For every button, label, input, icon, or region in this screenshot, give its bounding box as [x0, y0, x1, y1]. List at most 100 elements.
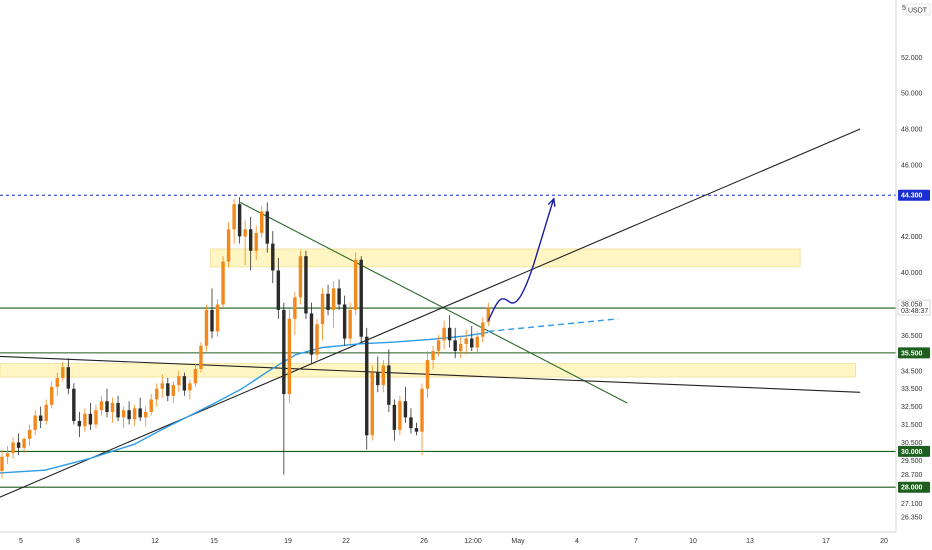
time-tick-label: May — [511, 538, 525, 545]
time-tick-label: 26 — [420, 538, 428, 545]
candle-body — [237, 204, 242, 237]
candle-body — [293, 297, 297, 319]
price-tick-label: 29.500 — [901, 458, 923, 465]
candle-body — [337, 288, 341, 305]
price-tick-label: 33.500 — [901, 386, 923, 393]
candle-body — [475, 336, 479, 348]
price-tick-label: 34.500 — [901, 368, 923, 375]
price-tag-box — [898, 445, 930, 457]
price-axis-background — [896, 0, 932, 550]
candle-body — [66, 367, 71, 389]
candle-body — [326, 293, 330, 310]
candle-body — [398, 401, 402, 430]
candle-body — [22, 438, 26, 448]
projection-dashed-line — [488, 318, 619, 333]
candle-body — [403, 401, 408, 418]
candle-body — [143, 411, 148, 418]
candle-body — [243, 229, 247, 237]
candle-body — [486, 307, 491, 323]
time-tick-label: 8 — [76, 538, 80, 545]
candle-body — [254, 232, 258, 251]
horizontal-levels — [0, 194, 896, 488]
candle-body — [381, 365, 386, 386]
candle-body — [276, 270, 281, 310]
candle-body — [442, 327, 446, 341]
candle-body — [370, 372, 374, 436]
time-tick-label: 7 — [634, 538, 638, 545]
candle-body — [282, 309, 286, 395]
candle-body — [392, 404, 397, 430]
candle-body — [33, 415, 37, 430]
time-tick-label: 4 — [575, 538, 579, 545]
candle-body — [132, 408, 137, 420]
forecast-arrow-head — [547, 197, 556, 207]
candle-body — [464, 338, 468, 344]
price-tick-label: 26.350 — [901, 514, 923, 521]
candle-body — [342, 304, 347, 339]
candle-body — [431, 351, 435, 361]
price-tick-label: 50.000 — [901, 91, 923, 98]
zone-1 — [210, 248, 801, 268]
trendlines — [0, 128, 861, 498]
time-axis-background — [0, 532, 896, 550]
candle-body — [204, 309, 209, 346]
candle-body — [155, 388, 159, 400]
price-axis[interactable]: 5 USDT 52.000 50.000 48.000 46.000 42.000 40.00… — [895, 0, 932, 550]
candle-body — [166, 383, 170, 396]
trendline-descending-resistance — [239, 201, 628, 404]
price-tick-label: 46.000 — [901, 162, 923, 169]
ma-line — [0, 331, 489, 474]
candle-body — [425, 360, 430, 389]
time-tick-label: 10 — [689, 538, 697, 545]
candle-body — [387, 365, 391, 405]
price-tag-label: 28.000 — [901, 485, 923, 492]
candlesticks — [0, 197, 491, 479]
candle-body — [436, 340, 441, 352]
time-axis[interactable]: 5 8 12 15 19 22 26 12:00 May 4 7 10 13 17 20 — [0, 531, 896, 550]
candle-body — [348, 309, 352, 339]
candle-body — [221, 261, 225, 305]
candle-body — [182, 376, 187, 391]
candle-body — [409, 417, 413, 429]
candle-body — [83, 413, 87, 427]
candle-body — [420, 388, 424, 432]
candle-body — [99, 401, 104, 411]
price-tag-box — [898, 189, 930, 201]
candle-body — [149, 399, 153, 412]
price-tag-label: 44.300 — [901, 193, 923, 200]
price-tag-box — [898, 347, 930, 359]
candle-body — [265, 211, 269, 244]
candle-body — [171, 385, 176, 396]
candle-body — [72, 388, 76, 421]
price-tag-label: 30.000 — [901, 449, 923, 456]
candle-body — [193, 368, 198, 384]
candle-body — [160, 383, 164, 389]
candle-body — [61, 367, 65, 378]
candle-body — [414, 428, 419, 432]
candle-body — [232, 204, 236, 230]
time-tick-label: 13 — [746, 538, 754, 545]
trendline-long-descending — [0, 355, 861, 393]
minor-price-label: 36.500 — [901, 333, 923, 340]
candle-body — [38, 415, 43, 421]
candle-body — [27, 429, 32, 439]
candle-body — [271, 243, 275, 271]
moving-average — [0, 331, 489, 474]
candle-body — [359, 259, 363, 337]
price-tick-label: 27.100 — [901, 501, 923, 508]
candle-body — [127, 410, 131, 420]
current-price-label: 38.058 — [901, 302, 923, 309]
price-tag-label: 35.500 — [901, 350, 923, 357]
price-tick-label: 40.000 — [901, 270, 923, 277]
candle-body — [453, 340, 457, 352]
price-tick-label: 32.500 — [901, 404, 923, 411]
time-tick-label: 5 — [19, 538, 23, 545]
time-tick-label: 15 — [210, 538, 218, 545]
trendline-ascending-support — [0, 128, 861, 498]
candle-body — [77, 420, 82, 427]
candle-body — [320, 293, 325, 325]
time-tick-label: 19 — [284, 538, 292, 545]
candle-body — [5, 453, 10, 457]
candle-body — [470, 338, 474, 348]
